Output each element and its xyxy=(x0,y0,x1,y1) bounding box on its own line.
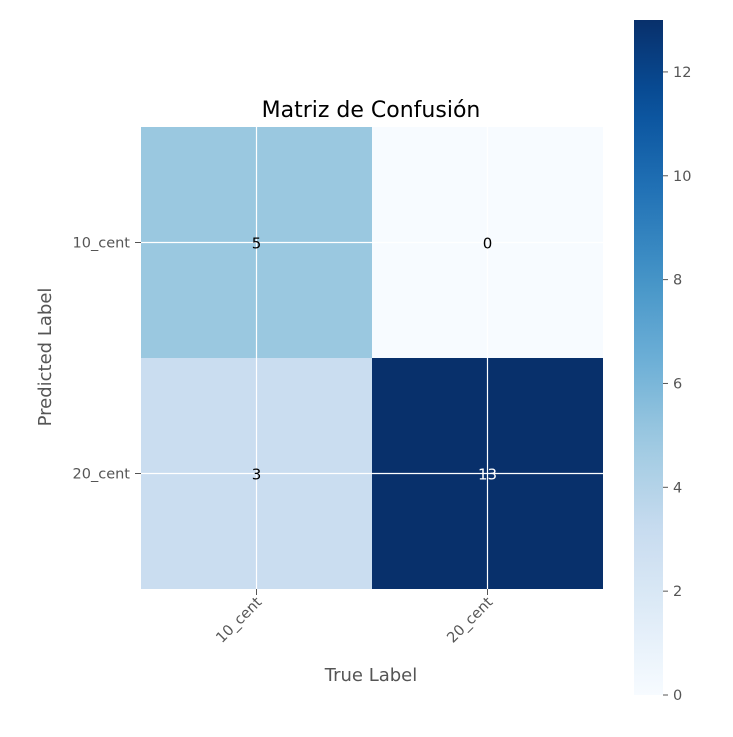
y-axis-ticks: 10_cent 20_cent xyxy=(73,236,141,483)
cell-value-labels: 5 0 3 13 xyxy=(252,235,497,484)
x-axis-ticks: 10_cent 20_cent xyxy=(213,589,497,646)
colorbar-ticks: 0 2 4 6 8 10 12 xyxy=(663,65,691,704)
x-tick-label-1: 20_cent xyxy=(444,594,496,646)
colorbar-tick-label-2: 4 xyxy=(673,480,682,496)
y-tick-label-1: 20_cent xyxy=(73,467,131,483)
colorbar-tick-label-3: 6 xyxy=(673,376,682,392)
x-axis-label: True Label xyxy=(324,665,418,686)
chart-title: Matriz de Confusión xyxy=(262,98,481,123)
cell-value-r0-c0: 5 xyxy=(252,235,262,253)
colorbar-tick-label-1: 2 xyxy=(673,584,682,600)
y-tick-label-0: 10_cent xyxy=(73,236,131,252)
cell-value-r0-c1: 0 xyxy=(483,235,493,253)
cell-value-r1-c1: 13 xyxy=(478,466,497,484)
heatmap-cells xyxy=(141,127,603,589)
colorbar xyxy=(634,20,663,695)
colorbar-tick-label-6: 12 xyxy=(673,65,691,81)
colorbar-tick-label-0: 0 xyxy=(673,688,682,704)
x-tick-label-0: 10_cent xyxy=(213,594,265,646)
colorbar-tick-label-5: 10 xyxy=(673,169,691,185)
grid-lines xyxy=(141,127,603,589)
cell-value-r1-c0: 3 xyxy=(252,466,262,484)
colorbar-tick-label-4: 8 xyxy=(673,273,682,289)
y-axis-label: Predicted Label xyxy=(35,288,56,427)
